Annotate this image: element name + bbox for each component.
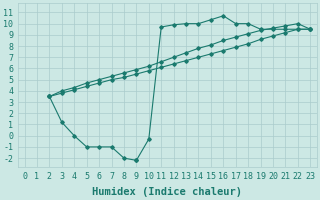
X-axis label: Humidex (Indice chaleur): Humidex (Indice chaleur) [92,186,243,197]
